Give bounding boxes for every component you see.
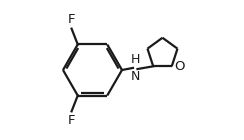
Text: H: H (130, 53, 140, 66)
Text: O: O (174, 60, 185, 73)
Text: N: N (130, 70, 140, 83)
Text: F: F (68, 114, 75, 127)
Text: F: F (68, 13, 75, 26)
